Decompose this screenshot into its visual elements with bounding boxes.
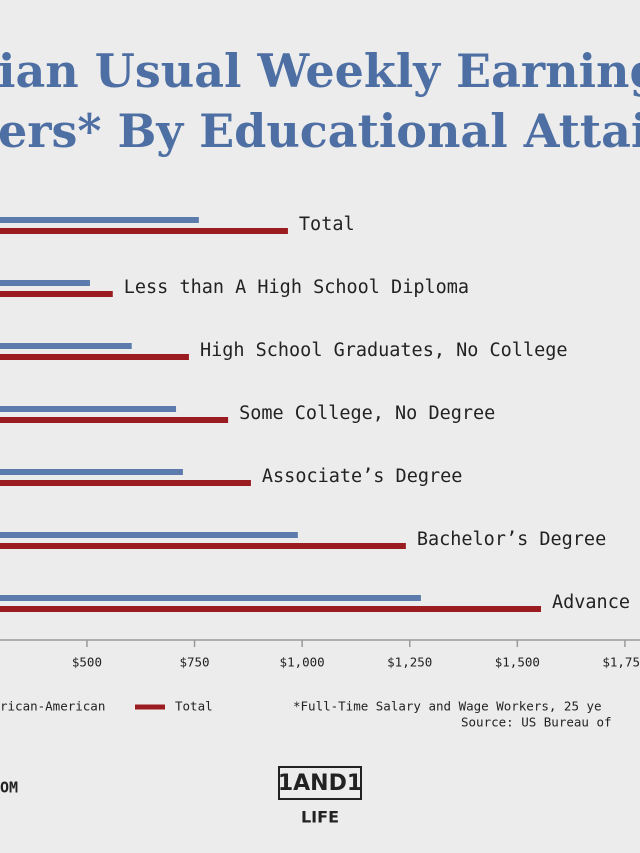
logo-box — [278, 766, 362, 800]
logo-text: LIFE — [301, 808, 339, 827]
bar — [0, 606, 542, 612]
category-label: Less than A High School Diploma — [124, 277, 469, 298]
legend-label: rican-American — [0, 699, 105, 714]
bar — [0, 217, 199, 223]
x-tick-label: $750 — [179, 655, 209, 670]
category-label: Bachelor’s Degree — [417, 529, 606, 550]
bar — [0, 354, 189, 360]
x-tick-label: $1,500 — [495, 655, 540, 670]
bar — [0, 469, 183, 475]
logo-text: 1AND1 — [278, 771, 362, 796]
bar — [0, 480, 251, 486]
bar — [0, 417, 229, 423]
x-tick-label: $500 — [72, 655, 102, 670]
bar — [0, 406, 177, 412]
category-label: Some College, No Degree — [239, 403, 495, 424]
bar — [0, 595, 421, 601]
x-tick-label: $1,000 — [280, 655, 325, 670]
bar — [0, 280, 90, 286]
title-line: ers* By Educational Attain — [0, 104, 640, 158]
x-tick-label: $1,750 — [602, 655, 640, 670]
note: *Full-Time Salary and Wage Workers, 25 y… — [293, 699, 602, 714]
bar — [0, 291, 113, 297]
category-label: Total — [299, 214, 355, 235]
title-line: ian Usual Weekly Earning — [0, 44, 640, 98]
bar — [0, 228, 288, 234]
note: Source: US Bureau of — [461, 715, 612, 730]
bar — [0, 543, 406, 549]
bar — [0, 532, 298, 538]
bar — [0, 343, 132, 349]
category-label: High School Graduates, No College — [200, 340, 568, 361]
footer-text: OM — [0, 779, 18, 797]
category-label: Advance — [552, 592, 630, 613]
category-label: Associate’s Degree — [262, 466, 462, 487]
x-tick-label: $1,250 — [387, 655, 432, 670]
legend-label: Total — [175, 699, 213, 714]
